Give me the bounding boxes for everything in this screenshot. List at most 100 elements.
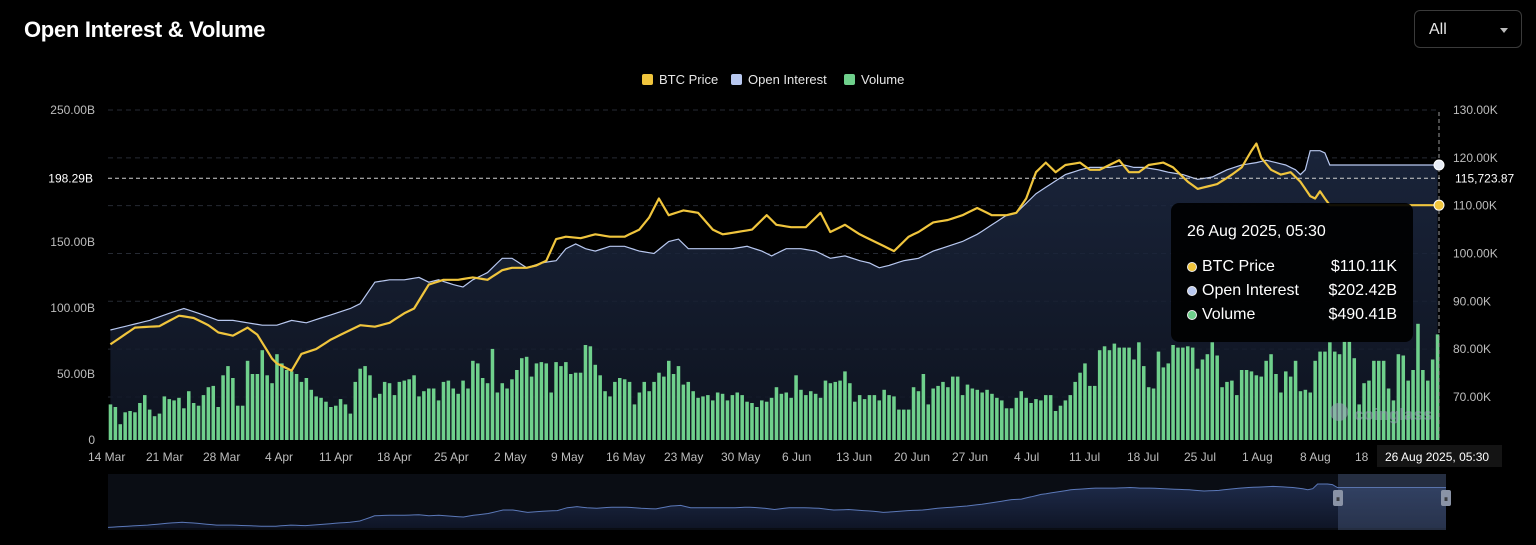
x-tick-label: 6 Jun	[782, 450, 811, 464]
volume-bar	[603, 391, 607, 440]
volume-bar	[285, 370, 289, 440]
volume-bar	[201, 395, 206, 440]
volume-bar	[1000, 400, 1004, 440]
range-select[interactable]: All	[1414, 10, 1522, 48]
volume-bar	[960, 395, 965, 440]
volume-bar	[500, 383, 505, 440]
right-tick-label: 130.00K	[1453, 103, 1498, 117]
volume-bar	[324, 401, 328, 440]
volume-bar	[446, 380, 451, 440]
tooltip-oi-value: $202.42B	[1328, 282, 1397, 299]
volume-bar	[1151, 388, 1156, 440]
volume-bar	[598, 375, 602, 440]
navigator-handle	[1441, 490, 1451, 506]
x-tick-label: 2 May	[494, 450, 527, 464]
drag-handle-icon[interactable]: ⏸	[1336, 494, 1341, 504]
volume-bar	[392, 395, 397, 440]
volume-bar	[951, 376, 955, 440]
x-tick-label: 4 Apr	[265, 450, 293, 464]
volume-bar	[162, 396, 167, 440]
chevron-down-icon	[1500, 28, 1508, 33]
x-tick-label: 16 May	[606, 450, 645, 464]
volume-bar	[975, 389, 980, 440]
volume-bar	[1142, 366, 1146, 440]
volume-bar	[897, 409, 901, 440]
volume-bar	[1244, 370, 1249, 440]
left-tick-label: 50.00B	[57, 367, 95, 381]
volume-bar	[1171, 345, 1175, 440]
volume-bar	[1254, 375, 1259, 440]
volume-bar	[466, 388, 470, 440]
volume-bar	[735, 392, 740, 440]
volume-bar	[534, 363, 539, 440]
volume-bar	[1210, 342, 1215, 440]
volume-bar	[108, 404, 113, 440]
volume-bar	[1435, 334, 1440, 440]
chart-legend: BTC Price Open Interest Volume	[642, 72, 904, 87]
left-axis: 0 50.00B 100.00B 150.00B 250.00B	[50, 103, 95, 447]
volume-bar	[427, 388, 431, 440]
volume-bar	[221, 375, 225, 440]
right-tick-label: 80.00K	[1453, 342, 1491, 356]
volume-bar	[985, 389, 989, 440]
volume-bar	[128, 411, 132, 440]
right-axis: 70.00K 80.00K 90.00K 100.00K 110.00K 120.00K 1…	[1453, 103, 1498, 404]
volume-bar	[319, 397, 323, 440]
volume-bar	[1112, 343, 1117, 440]
navigator-selection	[1338, 474, 1446, 530]
x-tick-label: 30 May	[721, 450, 760, 464]
x-tick-label: 8 Aug	[1300, 450, 1331, 464]
volume-bar	[1381, 360, 1386, 440]
right-tick-label: 70.00K	[1453, 390, 1491, 404]
volume-bar	[745, 401, 749, 440]
volume-bar	[1372, 360, 1376, 440]
x-tick-label: 27 Jun	[952, 450, 988, 464]
crosshair-left-label: 198.29B	[48, 171, 93, 185]
volume-bar	[613, 381, 617, 440]
volume-bar	[412, 375, 416, 440]
volume-bar	[882, 389, 886, 440]
volume-bar	[1239, 370, 1244, 440]
oi-dot-icon	[1187, 286, 1197, 296]
volume-bar	[113, 407, 118, 440]
volume-bar	[515, 370, 519, 440]
volume-bar	[853, 401, 857, 440]
volume-bar	[691, 391, 695, 440]
volume-bar	[520, 358, 524, 440]
volume-bar	[588, 346, 593, 440]
volume-bar	[368, 375, 372, 440]
volume-bar	[1303, 389, 1308, 440]
legend-label-2: Volume	[861, 72, 904, 87]
volume-bar	[843, 371, 847, 440]
volume-bar	[1386, 388, 1391, 440]
volume-bar	[1097, 350, 1102, 440]
volume-bar	[1362, 383, 1366, 440]
volume-bar	[1357, 404, 1361, 440]
volume-bar	[720, 393, 725, 440]
drag-handle-icon[interactable]: ⏸	[1444, 494, 1449, 504]
volume-bar	[622, 379, 627, 440]
volume-bar	[946, 387, 950, 440]
volume-bar	[1156, 351, 1161, 440]
volume-bar	[1416, 323, 1420, 440]
volume-bar	[505, 388, 509, 440]
volume-bar	[564, 362, 568, 440]
x-tick-label: 20 Jun	[894, 450, 930, 464]
volume-bar	[1058, 405, 1063, 440]
volume-bar	[583, 345, 588, 440]
legend-swatch-1	[731, 74, 742, 85]
volume-bar	[1391, 400, 1396, 440]
volume-bar	[1298, 391, 1303, 440]
volume-bar	[637, 392, 642, 440]
volume-bar	[578, 372, 583, 440]
volume-bar	[627, 381, 632, 440]
volume-bar	[471, 360, 475, 440]
volume-bar	[1166, 363, 1171, 440]
volume-bar	[1009, 408, 1014, 440]
volume-bar	[338, 399, 343, 440]
volume-bar	[382, 381, 387, 440]
volume-bar	[1181, 347, 1185, 440]
right-tick-label: 90.00K	[1453, 294, 1491, 308]
volume-bar	[260, 350, 265, 440]
